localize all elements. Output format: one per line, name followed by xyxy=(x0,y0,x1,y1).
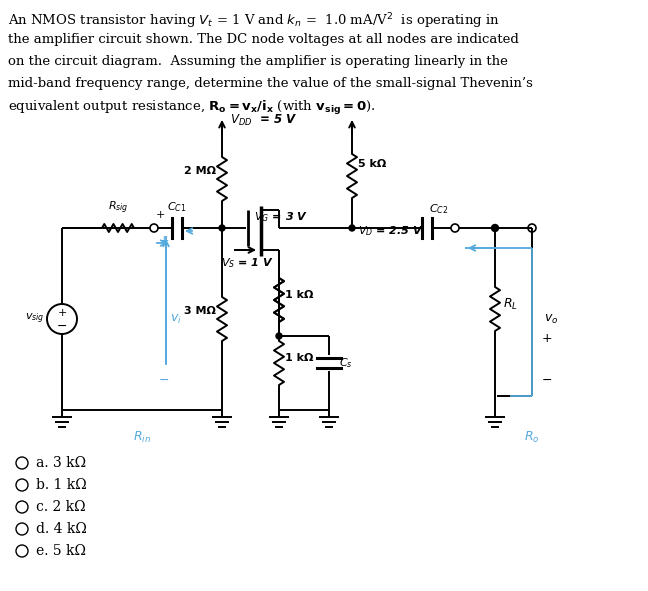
Text: −: − xyxy=(159,374,169,387)
Text: $R_o$: $R_o$ xyxy=(524,430,540,445)
Text: $V_G$ = 3 V: $V_G$ = 3 V xyxy=(254,210,308,224)
Text: 1 kΩ: 1 kΩ xyxy=(285,353,314,363)
Text: equivalent output resistance, $\mathbf{R_o = v_x/i_x}$ (with $\mathbf{v_{sig} = : equivalent output resistance, $\mathbf{R… xyxy=(8,99,376,117)
Circle shape xyxy=(349,225,355,231)
Text: $C_{C1}$: $C_{C1}$ xyxy=(167,200,187,214)
Text: −: − xyxy=(542,374,553,387)
Text: e. 5 kΩ: e. 5 kΩ xyxy=(36,544,86,558)
Text: $R_L$: $R_L$ xyxy=(503,297,518,311)
Text: +: + xyxy=(542,333,553,346)
Text: $v_o$: $v_o$ xyxy=(544,313,559,326)
Text: $C_{C2}$: $C_{C2}$ xyxy=(429,202,448,216)
Circle shape xyxy=(276,333,282,339)
Text: +: + xyxy=(156,210,165,220)
Circle shape xyxy=(491,225,498,232)
Text: $V_S$ = 1 V: $V_S$ = 1 V xyxy=(221,256,274,270)
Text: 5 kΩ: 5 kΩ xyxy=(358,159,386,169)
Text: $V_D$ = 2.5 V: $V_D$ = 2.5 V xyxy=(358,224,424,238)
Text: b. 1 kΩ: b. 1 kΩ xyxy=(36,478,87,492)
Text: $v_{sig}$: $v_{sig}$ xyxy=(25,312,44,326)
Text: $v_i$: $v_i$ xyxy=(170,313,182,326)
Text: −: − xyxy=(57,320,67,333)
Text: c. 2 kΩ: c. 2 kΩ xyxy=(36,500,86,514)
Text: An NMOS transistor having $V_t$ = 1 V and $k_n$ =  1.0 mA/V$^2$  is operating in: An NMOS transistor having $V_t$ = 1 V an… xyxy=(8,11,500,31)
Text: $V_{DD}$  = 5 V: $V_{DD}$ = 5 V xyxy=(230,112,297,128)
Text: 1 kΩ: 1 kΩ xyxy=(285,290,314,300)
Text: +: + xyxy=(159,234,169,247)
Text: $C_s$: $C_s$ xyxy=(339,356,353,370)
Text: a. 3 kΩ: a. 3 kΩ xyxy=(36,456,86,470)
Text: $R_{sig}$: $R_{sig}$ xyxy=(108,200,128,216)
Text: on the circuit diagram.  Assuming the amplifier is operating linearly in the: on the circuit diagram. Assuming the amp… xyxy=(8,55,508,68)
Text: d. 4 kΩ: d. 4 kΩ xyxy=(36,522,87,536)
Text: 3 MΩ: 3 MΩ xyxy=(184,306,216,316)
Text: the amplifier circuit shown. The DC node voltages at all nodes are indicated: the amplifier circuit shown. The DC node… xyxy=(8,33,519,46)
Text: +: + xyxy=(57,308,67,318)
Circle shape xyxy=(219,225,225,231)
Text: 2 MΩ: 2 MΩ xyxy=(184,166,216,176)
Text: $R_{in}$: $R_{in}$ xyxy=(133,430,151,445)
Text: mid-band frequency range, determine the value of the small-signal Thevenin’s: mid-band frequency range, determine the … xyxy=(8,77,533,90)
